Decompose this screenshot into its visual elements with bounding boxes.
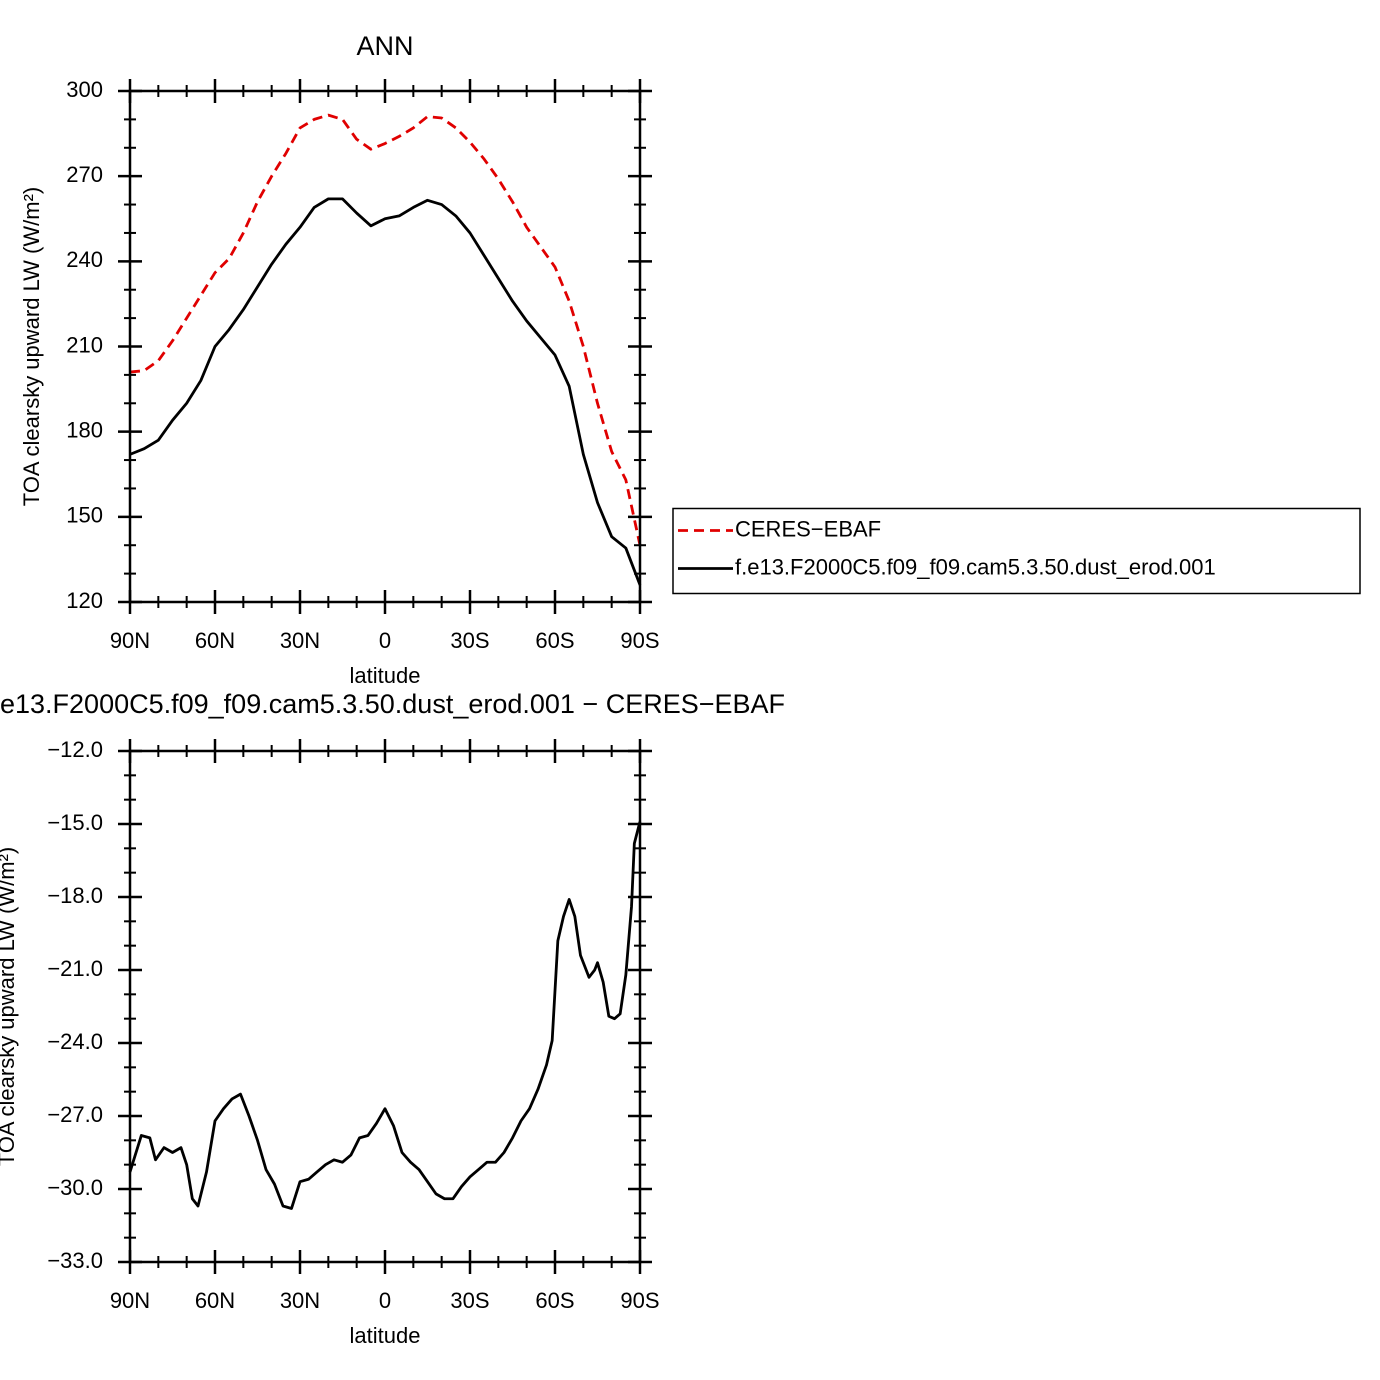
- legend-label: f.e13.F2000C5.f09_f09.cam5.3.50.dust_ero…: [735, 554, 1216, 579]
- x-tick-label: 90N: [110, 628, 150, 653]
- chart-title: ANN: [356, 31, 413, 61]
- y-tick-label: 180: [66, 417, 103, 442]
- chart-panel: ANN latitude TOA clearsky upward LW (W/m²)…: [19, 31, 1361, 688]
- y-tick-label: 210: [66, 332, 103, 357]
- x-tick-label: 60N: [195, 628, 235, 653]
- y-tick-label: −27.0: [47, 1102, 103, 1127]
- chart-title: f.e13.F2000C5.f09_f09.cam5.3.50.dust_ero…: [0, 689, 785, 719]
- legend-box: [672, 507, 1361, 595]
- y-tick-label: 270: [66, 162, 103, 187]
- x-tick-label: 0: [379, 628, 391, 653]
- y-tick-label: −12.0: [47, 737, 103, 762]
- x-axis-label: latitude: [350, 663, 421, 688]
- x-tick-label: 90N: [110, 1288, 150, 1313]
- legend-label: CERES−EBAF: [735, 516, 881, 541]
- y-tick-label: −18.0: [47, 883, 103, 908]
- data-line: [129, 113, 642, 546]
- x-tick-label: 90S: [620, 628, 659, 653]
- data-line: [128, 821, 642, 1210]
- y-tick-label: 300: [66, 77, 103, 102]
- x-tick-label: 30N: [280, 628, 320, 653]
- data-line: [129, 197, 642, 586]
- plot-frame: [128, 749, 642, 1264]
- y-tick-label: −21.0: [47, 956, 103, 981]
- x-tick-label: 90S: [620, 1288, 659, 1313]
- x-axis-label: latitude: [350, 1323, 421, 1348]
- y-tick-label: −30.0: [47, 1175, 103, 1200]
- y-tick-label: 120: [66, 588, 103, 613]
- x-tick-label: 30N: [280, 1288, 320, 1313]
- x-tick-label: 0: [379, 1288, 391, 1313]
- y-tick-label: 240: [66, 247, 103, 272]
- y-tick-label: 150: [66, 503, 103, 528]
- y-axis-label: TOA clearsky upward LW (W/m²): [0, 847, 19, 1166]
- x-tick-label: 60S: [535, 1288, 574, 1313]
- x-tick-label: 60N: [195, 1288, 235, 1313]
- x-tick-label: 30S: [450, 628, 489, 653]
- y-tick-label: −24.0: [47, 1029, 103, 1054]
- y-tick-label: −15.0: [47, 810, 103, 835]
- x-tick-label: 60S: [535, 628, 574, 653]
- x-tick-label: 30S: [450, 1288, 489, 1313]
- plot-frame: [128, 89, 642, 604]
- chart-panel: f.e13.F2000C5.f09_f09.cam5.3.50.dust_ero…: [0, 689, 785, 1348]
- y-axis-label: TOA clearsky upward LW (W/m²): [19, 187, 44, 506]
- y-tick-label: −33.0: [47, 1248, 103, 1273]
